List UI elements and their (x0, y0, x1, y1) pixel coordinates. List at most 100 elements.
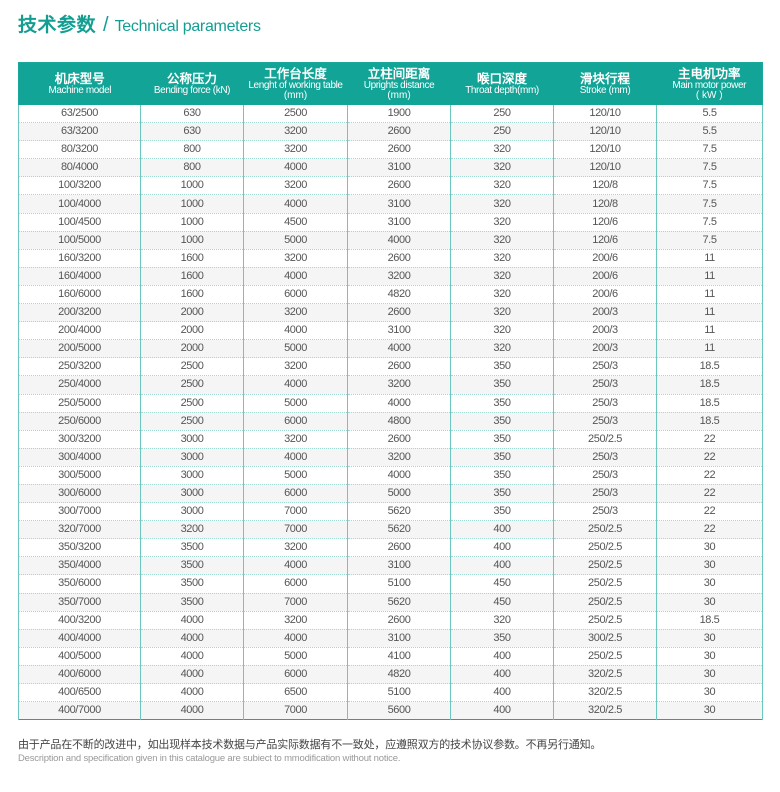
table-row: 300/7000 3000 7000 5620 350 250/3 22 (18, 502, 763, 522)
table-row: 80/4000 800 4000 3100 320 120/10 7.5 (18, 158, 763, 178)
cell-motor-power: 5.5 (656, 122, 763, 142)
cell-stroke: 250/3 (553, 394, 657, 413)
cell-bending-force: 4000 (140, 647, 244, 666)
cell-motor-power: 18.5 (656, 412, 763, 431)
cell-stroke: 250/3 (553, 412, 657, 431)
cell-machine-model: 400/3200 (18, 611, 141, 630)
cell-bending-force: 1600 (140, 267, 244, 286)
cell-throat-depth: 400 (450, 556, 554, 576)
cell-bending-force: 4000 (140, 665, 244, 685)
cell-table-length: 7000 (243, 502, 348, 522)
cell-bending-force: 2500 (140, 375, 244, 395)
table-row: 250/3200 2500 3200 2600 350 250/3 18.5 (18, 357, 763, 377)
cell-table-length: 3200 (243, 430, 348, 449)
header-motor-power-en: Main motor power (672, 79, 747, 91)
cell-stroke: 250/2.5 (553, 574, 657, 594)
cell-uprights-distance: 1900 (347, 105, 451, 124)
cell-machine-model: 80/3200 (18, 140, 141, 160)
cell-table-length: 7000 (243, 701, 348, 721)
cell-bending-force: 3000 (140, 484, 244, 504)
disclaimer-chinese: 由于产品在不断的改进中，如出现样本技术数据与产品实际数据有不一致处，应遵照双方的… (18, 739, 602, 751)
cell-uprights-distance: 2600 (347, 357, 451, 377)
cell-stroke: 320/2.5 (553, 701, 657, 721)
table-row: 63/3200 630 3200 2600 250 120/10 5.5 (18, 122, 763, 142)
cell-stroke: 250/2.5 (553, 520, 657, 540)
cell-table-length: 4000 (243, 448, 348, 467)
cell-uprights-distance: 2600 (347, 176, 451, 196)
cell-motor-power: 11 (656, 303, 763, 323)
page-title: 技术参数 / Technical parameters (18, 10, 261, 36)
cell-motor-power: 11 (656, 321, 763, 341)
cell-throat-depth: 320 (450, 267, 554, 286)
cell-motor-power: 30 (656, 629, 763, 648)
cell-machine-model: 200/5000 (18, 339, 141, 359)
table-row: 200/3200 2000 3200 2600 320 200/3 11 (18, 303, 763, 323)
cell-uprights-distance: 2600 (347, 538, 451, 558)
cell-uprights-distance: 2600 (347, 140, 451, 160)
table-row: 400/7000 4000 7000 5600 400 320/2.5 30 (18, 701, 763, 721)
cell-stroke: 250/3 (553, 357, 657, 377)
cell-machine-model: 250/6000 (18, 412, 141, 431)
cell-bending-force: 1000 (140, 231, 244, 250)
header-motor-power-cn: 主电机功率 (677, 66, 741, 81)
cell-machine-model: 160/4000 (18, 267, 141, 286)
cell-table-length: 3200 (243, 140, 348, 160)
cell-throat-depth: 400 (450, 520, 554, 540)
cell-bending-force: 3000 (140, 448, 244, 467)
cell-stroke: 120/6 (553, 231, 657, 250)
cell-motor-power: 30 (656, 647, 763, 666)
cell-motor-power: 22 (656, 484, 763, 504)
cell-stroke: 320/2.5 (553, 665, 657, 685)
cell-uprights-distance: 5000 (347, 484, 451, 504)
table-header-row: 机床型号 Machine model 公称压力 Bending force (kN) 工… (18, 62, 763, 105)
header-table-length: 工作台长度 Lenght of working table (mm) (243, 62, 348, 105)
table-row: 63/2500 630 2500 1900 250 120/10 5.5 (18, 105, 763, 124)
cell-bending-force: 2500 (140, 394, 244, 413)
cell-throat-depth: 320 (450, 158, 554, 178)
cell-uprights-distance: 3100 (347, 556, 451, 576)
cell-stroke: 250/2.5 (553, 611, 657, 630)
cell-bending-force: 1000 (140, 194, 244, 214)
cell-table-length: 5000 (243, 339, 348, 359)
cell-motor-power: 5.5 (656, 105, 763, 124)
cell-machine-model: 160/3200 (18, 249, 141, 268)
cell-throat-depth: 400 (450, 683, 554, 703)
header-motor-power: 主电机功率 Main motor power( kW ) (656, 62, 763, 105)
cell-throat-depth: 400 (450, 701, 554, 721)
cell-table-length: 6000 (243, 574, 348, 594)
cell-throat-depth: 320 (450, 611, 554, 630)
header-machine-model-en: Machine model (48, 84, 112, 96)
cell-machine-model: 160/6000 (18, 285, 141, 305)
cell-motor-power: 11 (656, 249, 763, 268)
cell-machine-model: 300/6000 (18, 484, 141, 504)
header-uprights-distance: 立柱间距离 Uprights distance (mm) (347, 62, 451, 105)
cell-table-length: 4500 (243, 213, 348, 232)
header-bending-force-cn: 公称压力 (166, 71, 217, 86)
header-stroke: 滑块行程 Stroke (mm) (553, 62, 657, 105)
table-row: 400/6000 4000 6000 4820 400 320/2.5 30 (18, 665, 763, 685)
cell-table-length: 4000 (243, 556, 348, 576)
cell-machine-model: 300/4000 (18, 448, 141, 467)
table-row: 350/3200 3500 3200 2600 400 250/2.5 30 (18, 538, 763, 558)
header-table-length-en: Lenght of working table (248, 79, 343, 91)
cell-bending-force: 630 (140, 122, 244, 142)
cell-machine-model: 350/6000 (18, 574, 141, 594)
cell-motor-power: 18.5 (656, 375, 763, 395)
table-row: 350/7000 3500 7000 5620 450 250/2.5 30 (18, 593, 763, 612)
cell-table-length: 3200 (243, 303, 348, 323)
table-row: 300/3200 3000 3200 2600 350 250/2.5 22 (18, 430, 763, 449)
cell-stroke: 120/10 (553, 140, 657, 160)
cell-uprights-distance: 3100 (347, 194, 451, 214)
cell-bending-force: 1600 (140, 285, 244, 305)
table-row: 100/3200 1000 3200 2600 320 120/8 7.5 (18, 176, 763, 196)
cell-throat-depth: 400 (450, 665, 554, 685)
cell-throat-depth: 350 (450, 412, 554, 431)
table-row: 400/3200 4000 3200 2600 320 250/2.5 18.5 (18, 611, 763, 630)
table-row: 400/6500 4000 6500 5100 400 320/2.5 30 (18, 683, 763, 703)
technical-parameters-table: 机床型号 Machine model 公称压力 Bending force (kN) 工… (18, 62, 763, 721)
cell-table-length: 4000 (243, 267, 348, 286)
cell-motor-power: 11 (656, 339, 763, 359)
title-english: Technical parameters (114, 18, 261, 35)
cell-machine-model: 400/5000 (18, 647, 141, 666)
cell-motor-power: 7.5 (656, 158, 763, 178)
